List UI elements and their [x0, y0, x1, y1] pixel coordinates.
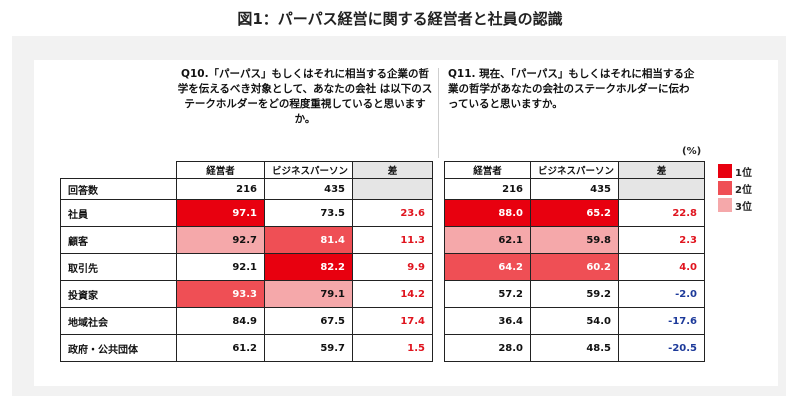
- value-cell: 81.4: [264, 226, 353, 254]
- value-cell: 73.5: [264, 199, 353, 227]
- table-row: 取引先 92.1 82.2 9.9 64.2 60.2 4.0: [60, 253, 705, 281]
- table-gap: [432, 280, 445, 308]
- count-cell: 216: [444, 178, 531, 200]
- row-label: 回答数: [60, 178, 177, 200]
- diff-cell: 17.4: [352, 307, 433, 335]
- value-cell: 97.1: [176, 199, 265, 227]
- value-cell: 60.2: [530, 253, 619, 281]
- diff-cell: 23.6: [352, 199, 433, 227]
- table-row: 投資家 93.3 79.1 14.2 57.2 59.2 -2.0: [60, 280, 705, 308]
- legend-item-rank1: 1位: [718, 163, 752, 179]
- diff-cell: 4.0: [618, 253, 705, 281]
- count-diff-cell: [618, 178, 705, 200]
- count-cell: 216: [176, 178, 265, 200]
- table-row: 地域社会 84.9 67.5 17.4 36.4 54.0 -17.6: [60, 307, 705, 335]
- row-label: 取引先: [60, 253, 177, 281]
- value-cell: 57.2: [444, 280, 531, 308]
- count-cell: 435: [530, 178, 619, 200]
- value-cell: 84.9: [176, 307, 265, 335]
- legend-label-rank2: 2位: [735, 184, 752, 196]
- question-q10: Q10.「パーパス」もしくはそれに相当する企業の哲学を伝えるべき対象として、あな…: [177, 68, 433, 125]
- legend-label-rank1: 1位: [735, 167, 752, 179]
- row-label: 政府・公共団体: [60, 334, 177, 362]
- value-cell: 36.4: [444, 307, 531, 335]
- diff-cell: -17.6: [618, 307, 705, 335]
- row-label: 投資家: [60, 280, 177, 308]
- diff-cell: 2.3: [618, 226, 705, 254]
- legend-item-rank3: 3位: [718, 197, 752, 213]
- table-gap: [432, 199, 445, 227]
- row-label: 顧客: [60, 226, 177, 254]
- value-cell: 65.2: [530, 199, 619, 227]
- value-cell: 82.2: [264, 253, 353, 281]
- legend-item-rank2: 2位: [718, 180, 752, 196]
- count-cell: 435: [264, 178, 353, 200]
- value-cell: 48.5: [530, 334, 619, 362]
- table-gap: [432, 253, 445, 281]
- unit-label: (%): [682, 146, 702, 157]
- legend-swatch-rank3: [718, 198, 732, 212]
- count-diff-cell: [352, 178, 433, 200]
- table-row: 社員 97.1 73.5 23.6 88.0 65.2 22.8: [60, 199, 705, 227]
- value-cell: 61.2: [176, 334, 265, 362]
- legend-swatch-rank1: [718, 164, 732, 178]
- value-cell: 54.0: [530, 307, 619, 335]
- column-header: 経営者: [176, 161, 265, 179]
- table-header-row: 経営者 ビジネスパーソン差経営者 ビジネスパーソン差: [61, 161, 705, 179]
- rank-legend: 1位 2位 3位: [718, 163, 752, 214]
- value-cell: 79.1: [264, 280, 353, 308]
- question-divider: [438, 68, 439, 158]
- table-corner: [61, 162, 177, 179]
- diff-cell: 9.9: [352, 253, 433, 281]
- table-gap: [432, 307, 445, 335]
- row-label: 地域社会: [60, 307, 177, 335]
- diff-cell: 22.8: [618, 199, 705, 227]
- column-header: 差: [618, 161, 705, 179]
- value-cell: 88.0: [444, 199, 531, 227]
- legend-swatch-rank2: [718, 181, 732, 195]
- value-cell: 92.7: [176, 226, 265, 254]
- table-row-count: 回答数 216 435 216 435: [60, 178, 705, 200]
- table-gap: [432, 178, 445, 200]
- table-row: 政府・公共団体 61.2 59.7 1.5 28.0 48.5 -20.5: [60, 334, 705, 362]
- diff-cell: -2.0: [618, 280, 705, 308]
- table-gap: [432, 226, 445, 254]
- diff-cell: 11.3: [352, 226, 433, 254]
- value-cell: 59.2: [530, 280, 619, 308]
- table-gap: [432, 334, 445, 362]
- row-label: 社員: [60, 199, 177, 227]
- table-gap: [432, 161, 445, 179]
- value-cell: 28.0: [444, 334, 531, 362]
- legend-label-rank3: 3位: [735, 201, 752, 213]
- value-cell: 59.8: [530, 226, 619, 254]
- figure-title: 図1：パーパス経営に関する経営者と社員の認識: [237, 10, 563, 28]
- column-header: 差: [352, 161, 433, 179]
- column-header: ビジネスパーソン: [264, 161, 353, 179]
- value-cell: 93.3: [176, 280, 265, 308]
- table-row: 顧客 92.7 81.4 11.3 62.1 59.8 2.3: [60, 226, 705, 254]
- question-q11: Q11. 現在、「パーパス」もしくはそれに相当する企業の哲学があなたの会社のステ…: [448, 68, 695, 110]
- value-cell: 59.7: [264, 334, 353, 362]
- diff-cell: 1.5: [352, 334, 433, 362]
- column-header: ビジネスパーソン: [530, 161, 619, 179]
- diff-cell: -20.5: [618, 334, 705, 362]
- results-table: 経営者 ビジネスパーソン差経営者 ビジネスパーソン差回答数 216 435 216 435 社…: [60, 161, 705, 362]
- diff-cell: 14.2: [352, 280, 433, 308]
- value-cell: 62.1: [444, 226, 531, 254]
- column-header: 経営者: [444, 161, 531, 179]
- value-cell: 92.1: [176, 253, 265, 281]
- value-cell: 67.5: [264, 307, 353, 335]
- value-cell: 64.2: [444, 253, 531, 281]
